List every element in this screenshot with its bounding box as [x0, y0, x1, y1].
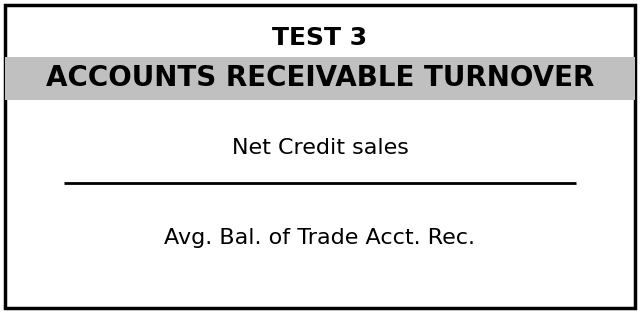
Text: TEST 3: TEST 3 [273, 26, 367, 50]
Bar [5, 57, 635, 100]
Text: Net Credit sales: Net Credit sales [232, 138, 408, 158]
Text: Avg. Bal. of Trade Acct. Rec.: Avg. Bal. of Trade Acct. Rec. [164, 228, 476, 248]
Text: ACCOUNTS RECEIVABLE TURNOVER: ACCOUNTS RECEIVABLE TURNOVER [46, 64, 594, 92]
